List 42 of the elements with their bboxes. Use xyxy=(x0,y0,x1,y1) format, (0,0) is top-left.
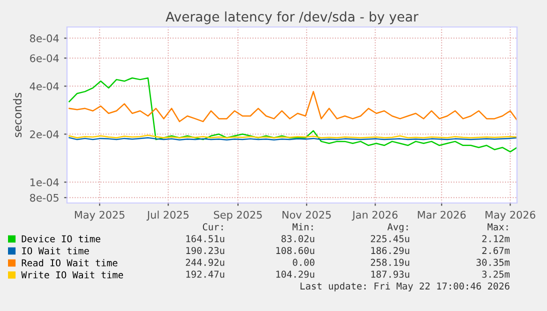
text: 3.25m xyxy=(482,270,510,278)
text: 187.93u xyxy=(371,270,410,278)
text: 258.19u xyxy=(370,258,410,266)
text: 192.47u xyxy=(186,270,224,278)
line-series xyxy=(68,77,517,152)
y-tick-label: 6e-04 xyxy=(30,54,59,62)
text: 104.29u xyxy=(276,270,314,278)
x-tick-label: Sep 2025 xyxy=(214,210,262,221)
x-tick-label: May 2025 xyxy=(74,210,124,221)
text: 0.00 xyxy=(292,258,314,266)
text: 190.23u xyxy=(186,246,224,254)
line-series xyxy=(68,90,517,122)
x-tick-label: May 2026 xyxy=(486,210,536,221)
legend-label: Read IO Wait time xyxy=(22,259,118,266)
y-axis-title: seconds xyxy=(13,92,22,138)
x-tick-label: Nov 2025 xyxy=(282,210,331,219)
legend-label: IO Wait time xyxy=(22,247,89,254)
x-tick-label: Jul 2025 xyxy=(146,210,189,221)
y-tick-label: 8e-04 xyxy=(30,34,59,42)
text: 164.51u xyxy=(186,235,224,242)
y-tick-label: 8e-05 xyxy=(30,194,58,202)
text: Cur: xyxy=(202,223,223,230)
text: 108.60u xyxy=(276,246,314,254)
y-tick-label: 4e-04 xyxy=(30,82,59,90)
text: 186.29u xyxy=(371,246,410,254)
text: 244.92u xyxy=(186,258,224,266)
text: Max: xyxy=(488,223,508,230)
legend-label: Device IO time xyxy=(22,235,100,242)
chart-title: Average latency for /dev/sda - by year xyxy=(166,11,418,24)
x-tick-label: Mar 2026 xyxy=(418,210,466,219)
text: Last update: Fri May 22 17:00:46 2026 xyxy=(300,282,510,292)
y-tick-label: 2e-04 xyxy=(30,130,59,138)
text: 2.12m xyxy=(482,235,510,242)
legend-label: Write IO Wait time xyxy=(21,271,124,278)
text: 83.02u xyxy=(281,235,314,242)
x-tick-label: Jan 2026 xyxy=(352,210,398,221)
text: 2.67m xyxy=(482,246,510,254)
text: 225.45u xyxy=(370,235,410,242)
text: Min: xyxy=(292,223,313,230)
text: Avg: xyxy=(387,223,408,232)
y-tick-label: 1e-04 xyxy=(30,178,59,186)
text: 30.35m xyxy=(476,258,510,266)
